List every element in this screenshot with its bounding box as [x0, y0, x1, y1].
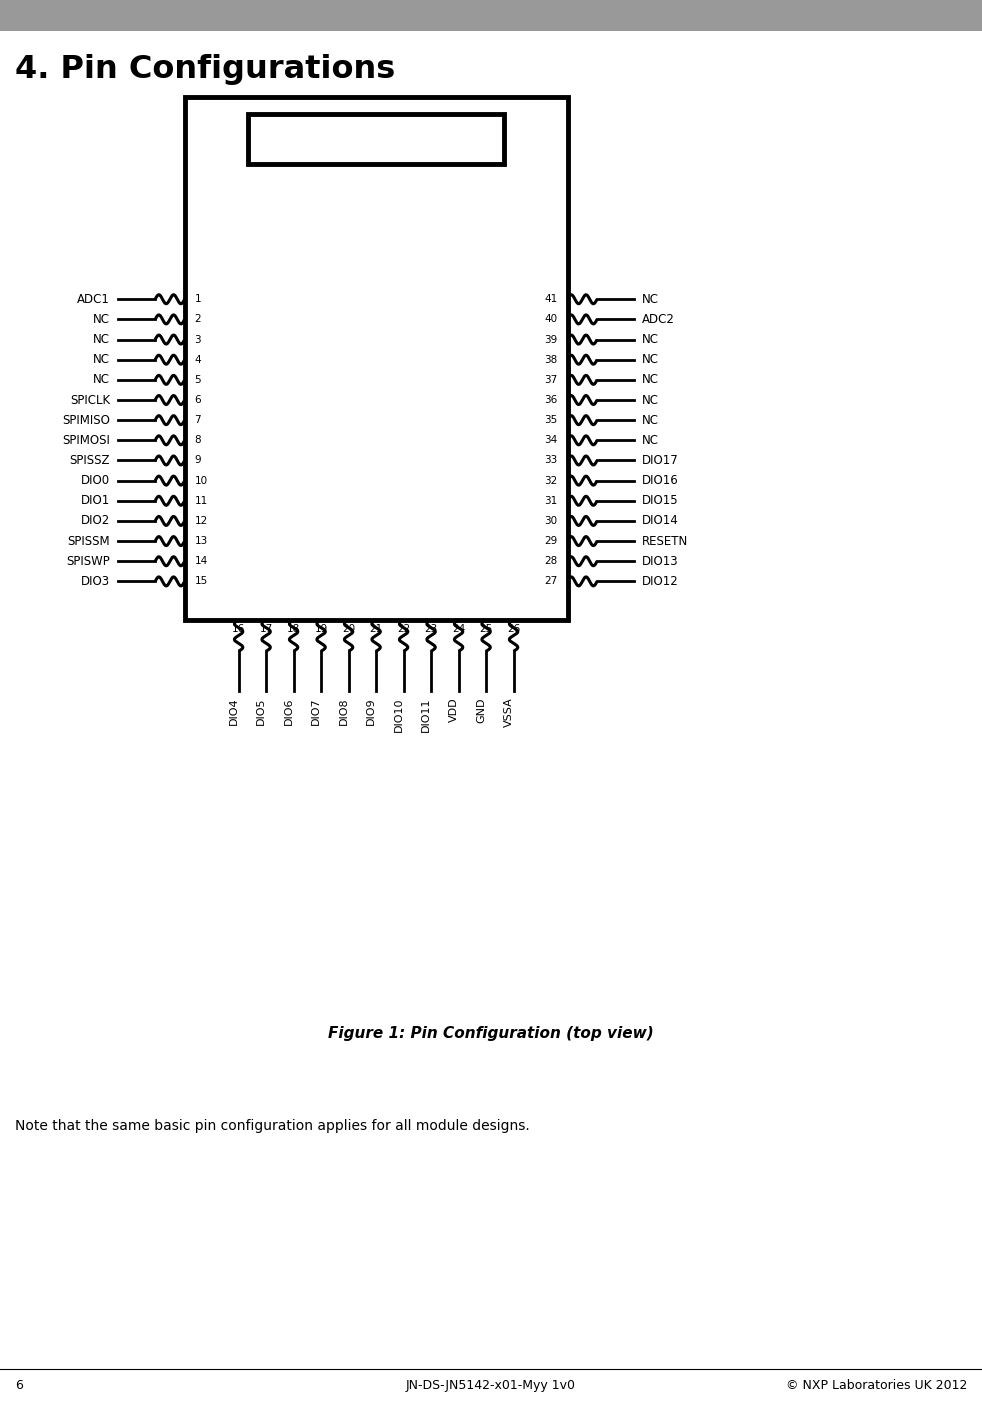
Text: DIO4: DIO4: [229, 697, 239, 725]
Text: NC: NC: [93, 373, 110, 386]
Text: SPISSM: SPISSM: [68, 534, 110, 547]
Text: 6: 6: [15, 1379, 23, 1392]
Text: 26: 26: [507, 624, 520, 634]
Text: ADC2: ADC2: [642, 314, 675, 326]
Text: SPIMOSI: SPIMOSI: [62, 433, 110, 447]
Text: NC: NC: [93, 314, 110, 326]
Text: 25: 25: [479, 624, 493, 634]
Text: 36: 36: [545, 395, 558, 405]
Text: 39: 39: [545, 335, 558, 345]
Text: VSSA: VSSA: [504, 697, 514, 727]
Text: 30: 30: [545, 516, 558, 526]
Text: 17: 17: [259, 624, 273, 634]
Text: 10: 10: [194, 476, 207, 486]
Text: 5: 5: [194, 375, 201, 385]
Text: SPIMISO: SPIMISO: [62, 413, 110, 426]
Text: 29: 29: [545, 536, 558, 546]
Text: 11: 11: [194, 496, 207, 506]
Text: DIO7: DIO7: [311, 697, 321, 725]
Text: DIO12: DIO12: [642, 574, 679, 589]
Text: DIO13: DIO13: [642, 554, 679, 567]
Text: 21: 21: [369, 624, 383, 634]
Text: JN-DS-JN5142-x01-Myy 1v0: JN-DS-JN5142-x01-Myy 1v0: [406, 1379, 576, 1392]
Text: NC: NC: [642, 393, 659, 406]
Text: 28: 28: [545, 556, 558, 566]
Text: NC: NC: [642, 413, 659, 426]
Text: RESETN: RESETN: [642, 534, 688, 547]
Text: DIO5: DIO5: [256, 697, 266, 724]
Text: 12: 12: [194, 516, 207, 526]
Text: 37: 37: [545, 375, 558, 385]
Text: ADC1: ADC1: [78, 292, 110, 306]
Text: DIO15: DIO15: [642, 494, 679, 507]
Text: 31: 31: [545, 496, 558, 506]
Text: DIO0: DIO0: [81, 475, 110, 487]
Text: NC: NC: [642, 373, 659, 386]
Text: DIO6: DIO6: [284, 697, 294, 724]
Text: 34: 34: [545, 435, 558, 446]
Text: 9: 9: [194, 456, 201, 466]
Text: 7: 7: [194, 415, 201, 425]
Text: DIO8: DIO8: [339, 697, 349, 725]
Text: 18: 18: [287, 624, 300, 634]
Text: DIO9: DIO9: [366, 697, 376, 725]
Text: 14: 14: [194, 556, 207, 566]
Text: NC: NC: [642, 333, 659, 346]
Text: 1: 1: [194, 294, 201, 305]
Text: 4: 4: [194, 355, 201, 365]
Text: DIO14: DIO14: [642, 514, 679, 527]
Text: 33: 33: [545, 456, 558, 466]
Text: 22: 22: [397, 624, 410, 634]
Text: Note that the same basic pin configuration applies for all module designs.: Note that the same basic pin configurati…: [15, 1119, 529, 1133]
Text: 35: 35: [545, 415, 558, 425]
Text: NC: NC: [642, 433, 659, 447]
Text: NC: NC: [642, 292, 659, 306]
Text: 6: 6: [194, 395, 201, 405]
Text: GND: GND: [476, 697, 486, 722]
Text: © NXP Laboratories UK 2012: © NXP Laboratories UK 2012: [786, 1379, 967, 1392]
Text: 15: 15: [194, 576, 207, 587]
Text: NC: NC: [642, 353, 659, 366]
Text: 32: 32: [545, 476, 558, 486]
Bar: [185, 97, 568, 620]
Text: DIO3: DIO3: [81, 574, 110, 589]
Text: 19: 19: [314, 624, 328, 634]
Text: 40: 40: [545, 315, 558, 325]
Text: DIO16: DIO16: [642, 475, 679, 487]
Text: NC: NC: [93, 353, 110, 366]
Bar: [248, 114, 504, 164]
Text: 38: 38: [545, 355, 558, 365]
Text: 27: 27: [545, 576, 558, 587]
Text: DIO1: DIO1: [81, 494, 110, 507]
Text: NC: NC: [93, 333, 110, 346]
Text: 2: 2: [194, 315, 201, 325]
Text: SPISSZ: SPISSZ: [70, 455, 110, 467]
Text: 16: 16: [232, 624, 246, 634]
Text: 41: 41: [545, 294, 558, 305]
Text: 8: 8: [194, 435, 201, 446]
Text: 23: 23: [424, 624, 438, 634]
Text: 4. Pin Configurations: 4. Pin Configurations: [15, 54, 395, 86]
Text: 13: 13: [194, 536, 207, 546]
Text: Figure 1: Pin Configuration (top view): Figure 1: Pin Configuration (top view): [328, 1026, 654, 1042]
Text: 3: 3: [194, 335, 201, 345]
Text: DIO11: DIO11: [421, 697, 431, 731]
Text: DIO10: DIO10: [394, 697, 404, 731]
Text: 20: 20: [342, 624, 355, 634]
Text: SPISWP: SPISWP: [66, 554, 110, 567]
Text: SPICLK: SPICLK: [70, 393, 110, 406]
Bar: [0, 0, 982, 31]
Text: DIO17: DIO17: [642, 455, 679, 467]
Text: 24: 24: [452, 624, 465, 634]
Text: DIO2: DIO2: [81, 514, 110, 527]
Text: VDD: VDD: [449, 697, 459, 721]
